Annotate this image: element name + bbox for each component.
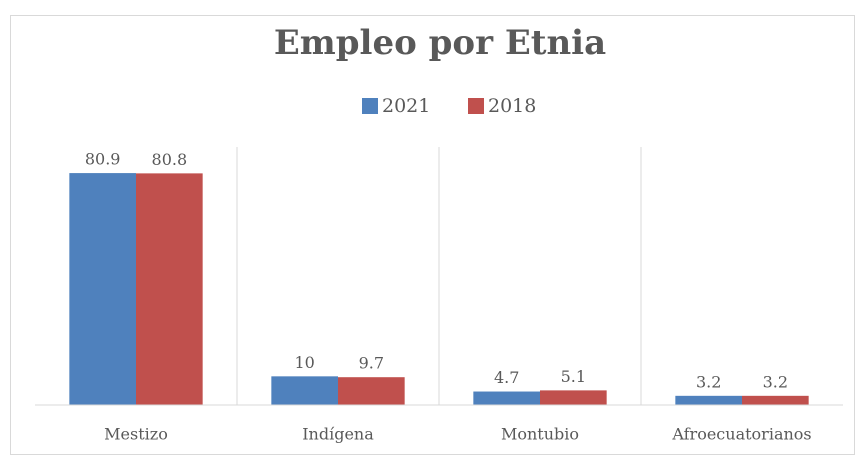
x-tick-label: Mestizo	[104, 425, 168, 444]
value-label: 4.7	[494, 368, 519, 387]
legend-label: 2021	[382, 95, 430, 117]
legend-swatch	[468, 98, 484, 114]
value-label: 80.8	[152, 150, 188, 169]
value-label: 5.1	[561, 367, 586, 386]
bar	[136, 173, 203, 405]
bar	[473, 391, 540, 405]
x-tick-label: Indígena	[302, 425, 374, 444]
bar	[742, 395, 809, 405]
legend-swatch	[362, 98, 378, 114]
bar	[271, 376, 338, 405]
x-tick-label: Montubio	[501, 425, 579, 444]
chart-title: Empleo por Etnia	[274, 23, 606, 63]
value-label: 10	[294, 353, 314, 372]
bar	[338, 377, 405, 405]
value-label: 3.2	[763, 372, 788, 391]
bar	[675, 395, 742, 405]
legend-label: 2018	[488, 95, 536, 117]
bar	[69, 173, 136, 405]
bar	[540, 390, 607, 405]
value-label: 80.9	[85, 150, 121, 169]
value-label: 3.2	[696, 372, 721, 391]
value-label: 9.7	[359, 354, 384, 373]
x-tick-label: Afroecuatorianos	[671, 425, 811, 444]
